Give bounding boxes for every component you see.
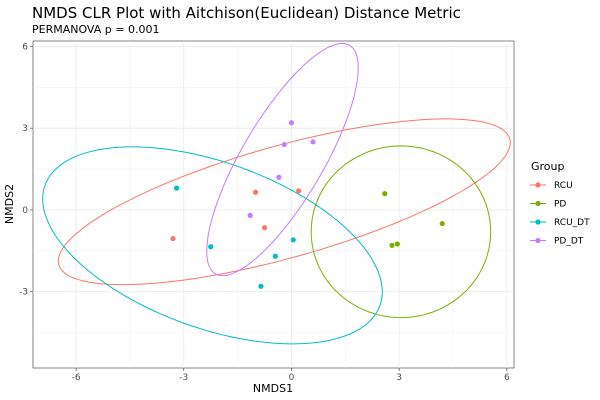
point-rcu-dt [290,237,296,243]
y-tick-label: 0 [22,206,28,216]
y-axis-title: NMDS2 [3,184,16,224]
point-rcu [170,235,176,242]
grid-lines [33,41,514,368]
x-axis-title: NMDS1 [253,382,293,395]
confidence-ellipses [42,42,511,345]
legend: RCU PD RCU_DT PD_DT [530,181,590,247]
point-pd-dt [276,174,282,180]
legend-label: RCU_DT [554,218,590,228]
point-rcu-dt [208,244,214,250]
point-pd-dt [288,120,295,126]
chart-title: NMDS CLR Plot with Aitchison(Euclidean) … [32,4,461,22]
x-tick-label: 3 [396,373,402,383]
point-rcu-dt [272,253,278,259]
point-rcu-dt [173,185,180,191]
point-rcu [296,188,302,194]
axis-ticks: -6 -3 0 3 6 -3 0 3 6 [19,42,510,383]
point-pd [389,242,395,248]
y-tick-label: 3 [22,124,28,134]
point-pd-dt [281,141,287,148]
legend-label: RCU [554,181,573,191]
x-tick-label: 0 [289,373,295,383]
legend-label: PD [554,200,566,210]
chart-subtitle: PERMANOVA p = 0.001 [32,23,159,36]
point-pd-dt [310,139,316,145]
ellipse-rcu-dt [42,146,383,345]
data-points [170,120,445,289]
x-tick-label: 6 [504,373,510,383]
plot-panel [32,40,515,369]
point-pd-dt [247,212,253,218]
point-pd [439,220,445,227]
legend-key-point [535,237,541,244]
point-rcu [252,189,259,195]
point-pd [394,241,400,247]
point-rcu [261,225,268,231]
x-tick-label: -6 [72,373,81,383]
legend-key-point [535,200,541,207]
y-tick-label: -3 [19,288,28,298]
legend-key-point [535,219,541,225]
legend-label: PD_DT [554,237,584,247]
point-rcu-dt [258,283,264,289]
ellipse-pd-dt [206,42,359,277]
legend-key-point [535,182,541,188]
legend-title: Group [531,160,565,173]
ellipse-pd [310,145,492,319]
point-pd [382,191,388,197]
ellipse-rcu [57,118,511,286]
y-tick-label: 6 [22,42,28,52]
x-tick-label: -3 [179,373,188,383]
